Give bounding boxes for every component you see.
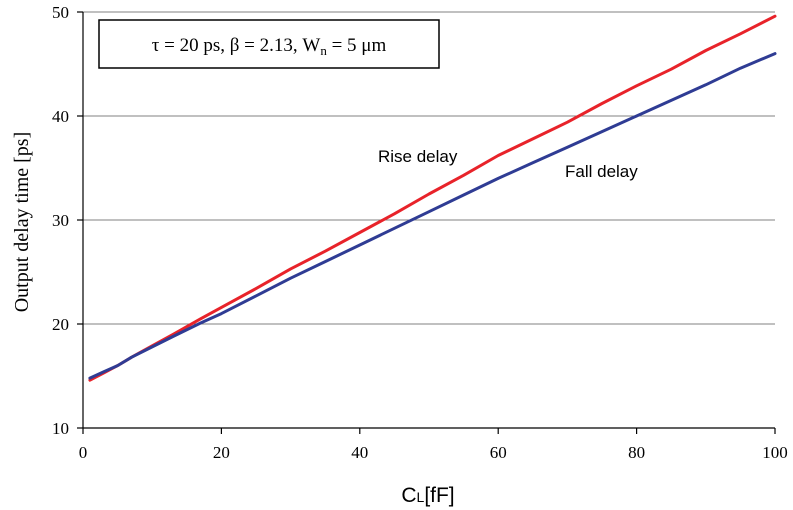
x-tick-label-60: 60 xyxy=(490,443,507,462)
y-tick-label-30: 30 xyxy=(52,211,69,230)
annotation-text: τ = 20 ps, β = 2.13, Wn = 5 μm xyxy=(152,35,387,58)
x-tick-label-80: 80 xyxy=(628,443,645,462)
x-tick-label-20: 20 xyxy=(213,443,230,462)
x-tick-labels: 0 20 40 60 80 100 xyxy=(79,443,788,462)
rise-delay-label: Rise delay xyxy=(378,147,458,166)
x-tick-label-100: 100 xyxy=(762,443,788,462)
y-axis-label: Output delay time [ps] xyxy=(11,132,33,313)
y-tick-label-50: 50 xyxy=(52,3,69,22)
annotation-box xyxy=(98,19,440,69)
grid-lines xyxy=(83,11,775,325)
y-tick-label-10: 10 xyxy=(52,419,69,438)
x-tick-label-0: 0 xyxy=(79,443,88,462)
y-tick-label-40: 40 xyxy=(52,107,69,126)
x-axis-label: CL[fF] xyxy=(401,484,454,507)
axes xyxy=(77,11,776,434)
fall-delay-line xyxy=(88,52,777,380)
y-tick-label-20: 20 xyxy=(52,315,69,334)
parameter-annotation: τ = 20 ps, β = 2.13, Wn = 5 μm xyxy=(98,19,440,69)
series-lines xyxy=(88,14,777,382)
fall-delay-label: Fall delay xyxy=(565,162,638,181)
y-tick-labels: 10 20 30 40 50 xyxy=(52,3,69,438)
x-tick-label-40: 40 xyxy=(351,443,368,462)
